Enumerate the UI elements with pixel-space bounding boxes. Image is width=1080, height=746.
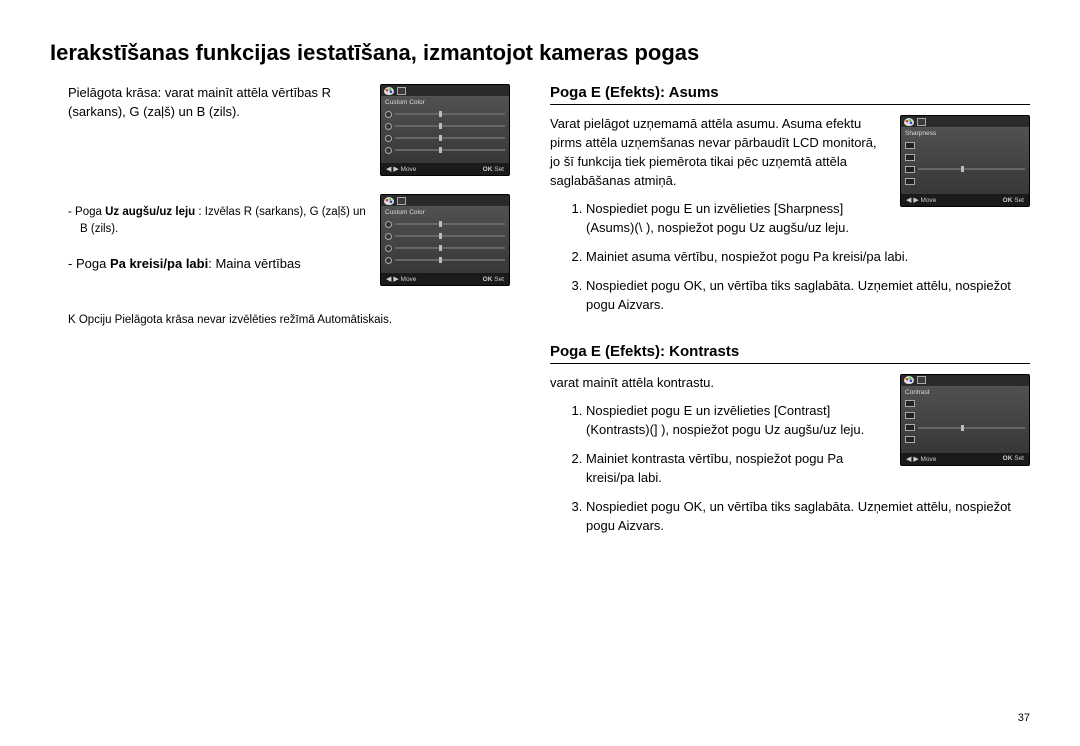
palette-icon bbox=[384, 87, 394, 95]
mode-icon bbox=[917, 118, 926, 126]
mode-icon bbox=[397, 197, 406, 205]
lcd-custom-color-2: Custom Color ◀ ▶ Move OK Set bbox=[380, 194, 510, 286]
palette-icon bbox=[904, 376, 914, 384]
lcd-custom-color-1: Custom Color ◀ ▶ Move OK Set bbox=[380, 84, 510, 176]
contrast-heading: Poga E (Efekts): Kontrasts bbox=[550, 343, 1030, 364]
palette-icon bbox=[384, 197, 394, 205]
sharp-heading: Poga E (Efekts): Asums bbox=[550, 84, 1030, 105]
lcd-label: Custom Color bbox=[385, 209, 425, 216]
cc-note: K Opciju Pielāgota krāsa nevar izvēlētie… bbox=[68, 312, 510, 329]
contrast-step-1: Nospiediet pogu E un izvēlieties [Contra… bbox=[586, 402, 886, 440]
mode-icon bbox=[397, 87, 406, 95]
page-title: Ierakstīšanas funkcijas iestatīšana, izm… bbox=[50, 40, 1030, 66]
palette-icon bbox=[904, 118, 914, 126]
mode-icon bbox=[917, 376, 926, 384]
right-column: Poga E (Efekts): Asums Varat pielāgot uz… bbox=[550, 84, 1030, 564]
cc-b2: Poga Pa kreisi/pa labi: Maina vērtības bbox=[80, 255, 368, 274]
sharp-intro: Varat pielāgot uzņemamā attēla asumu. As… bbox=[550, 115, 886, 190]
sharp-step-1: Nospiediet pogu E un izvēlieties [Sharpn… bbox=[586, 200, 886, 238]
sharp-step-3: Nospiediet pogu OK, un vērtība tiks sagl… bbox=[586, 277, 1030, 315]
lcd-label: Sharpness bbox=[905, 130, 936, 137]
contrast-intro: varat mainīt attēla kontrastu. bbox=[550, 374, 886, 393]
lcd-label: Custom Color bbox=[385, 99, 425, 106]
cc-b1: Poga Uz augšu/uz leju : Izvēlas R (sarka… bbox=[80, 204, 368, 237]
content-columns: Pielāgota krāsa: varat mainīt attēla vēr… bbox=[50, 84, 1030, 564]
page-number: 37 bbox=[1018, 712, 1030, 724]
lcd-label: Contrast bbox=[905, 389, 930, 396]
left-column: Pielāgota krāsa: varat mainīt attēla vēr… bbox=[50, 84, 510, 564]
cc-intro: Pielāgota krāsa: varat mainīt attēla vēr… bbox=[50, 84, 368, 122]
contrast-step-2: Mainiet kontrasta vērtību, nospiežot pog… bbox=[586, 450, 886, 488]
sharp-step-2: Mainiet asuma vērtību, nospiežot pogu Pa… bbox=[586, 248, 1030, 267]
lcd-contrast: Contrast ◀ ▶ Move OK Set bbox=[900, 374, 1030, 466]
lcd-sharpness: Sharpness ◀ ▶ Move OK Set bbox=[900, 115, 1030, 207]
contrast-step-3: Nospiediet pogu OK, un vērtība tiks sagl… bbox=[586, 498, 1030, 536]
